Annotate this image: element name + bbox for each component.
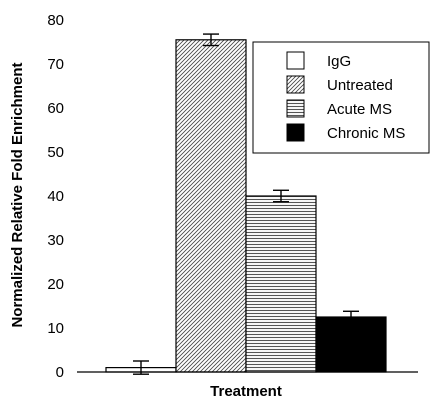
y-tick-label: 20 [47, 276, 64, 293]
y-axis-label: Normalized Relative Fold Enrichment [9, 62, 26, 327]
legend-swatch-untreated [286, 75, 305, 94]
legend-swatch-chronic-ms [286, 123, 305, 142]
legend-label: Chronic MS [327, 125, 405, 142]
bars [105, 39, 387, 373]
y-tick-label: 10 [47, 320, 64, 337]
bar-chronic-ms [315, 316, 387, 373]
x-axis-label: Treatment [210, 383, 282, 399]
y-axis-ticks: 0 10 20 30 40 50 60 70 80 [47, 12, 64, 381]
legend-label: Acute MS [327, 101, 392, 118]
error-bar [273, 189, 289, 203]
legend-swatch-acute-ms [286, 99, 305, 118]
error-bar [343, 310, 359, 324]
bar-acute-ms [245, 195, 317, 373]
error-bar [203, 33, 219, 47]
legend-label: IgG [327, 53, 351, 70]
legend-label: Untreated [327, 77, 393, 94]
y-tick-label: 60 [47, 100, 64, 117]
legend-swatch-igg [286, 51, 305, 70]
y-tick-label: 30 [47, 232, 64, 249]
y-tick-label: 70 [47, 56, 64, 73]
bar-untreated [175, 39, 247, 373]
y-tick-label: 0 [56, 364, 64, 381]
y-tick-label: 80 [47, 12, 64, 29]
legend-box [252, 41, 430, 154]
error-bars [133, 33, 359, 375]
legend: IgG Untreated Acute MS Chronic MS [252, 41, 430, 154]
y-tick-label: 50 [47, 144, 64, 161]
y-tick-label: 40 [47, 188, 64, 205]
